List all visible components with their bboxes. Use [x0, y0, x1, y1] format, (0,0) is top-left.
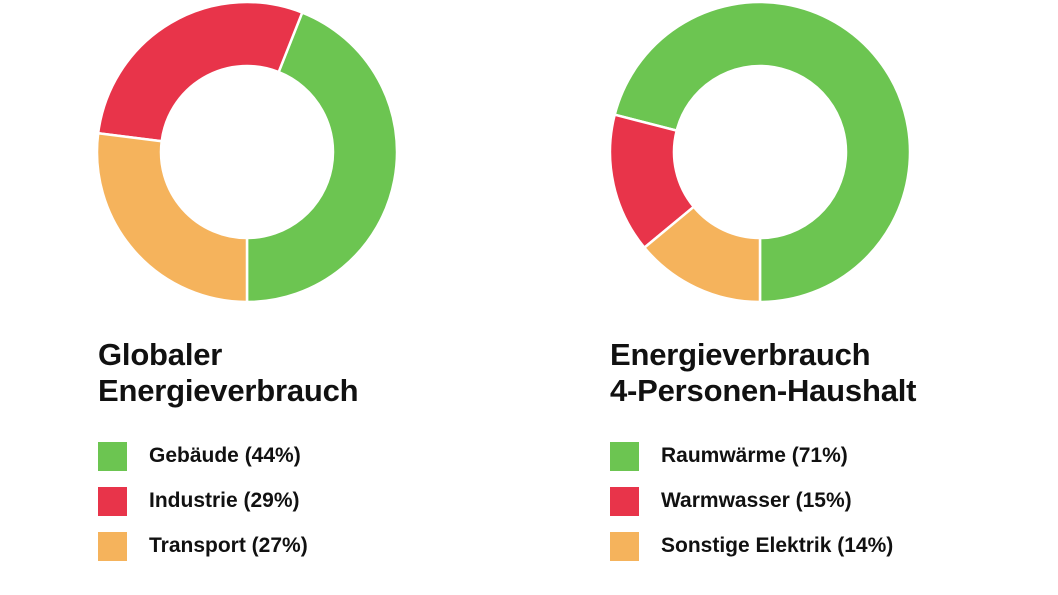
- legend-label: Industrie (29%): [149, 489, 300, 512]
- legend-swatch: [98, 486, 127, 516]
- legend-item: Gebäude (44%): [98, 441, 308, 471]
- donut-slice: [245, 11, 399, 304]
- chart-title-line: Energieverbrauch: [98, 373, 359, 408]
- legend-swatch: [610, 531, 639, 561]
- legend-swatch: [610, 441, 639, 471]
- legend-item: Industrie (29%): [98, 486, 308, 516]
- donut-chart-household: [608, 0, 912, 304]
- chart-panel-household: Energieverbrauch 4-Personen-Haushalt Rau…: [514, 0, 1014, 595]
- chart-title-global: Globaler Energieverbrauch: [98, 337, 359, 409]
- donut-slice: [613, 0, 912, 304]
- legend-label: Transport (27%): [149, 534, 308, 557]
- legend-label: Warmwasser (15%): [661, 489, 852, 512]
- legend-global: Gebäude (44%) Industrie (29%) Transport …: [98, 441, 308, 576]
- chart-title-line: 4-Personen-Haushalt: [610, 373, 917, 408]
- donut-slice: [95, 131, 249, 304]
- legend-label: Raumwärme (71%): [661, 444, 848, 467]
- chart-title-line: Globaler: [98, 337, 223, 372]
- legend-item: Sonstige Elektrik (14%): [610, 531, 893, 561]
- legend-label: Sonstige Elektrik (14%): [661, 534, 894, 557]
- legend-household: Raumwärme (71%) Warmwasser (15%) Sonstig…: [610, 441, 893, 576]
- chart-title-line: Energieverbrauch: [610, 337, 871, 372]
- legend-item: Warmwasser (15%): [610, 486, 893, 516]
- legend-swatch: [98, 531, 127, 561]
- chart-panel-global: Globaler Energieverbrauch Gebäude (44%) …: [0, 0, 500, 595]
- donut-chart-global: [95, 0, 399, 304]
- legend-swatch: [98, 441, 127, 471]
- legend-item: Transport (27%): [98, 531, 308, 561]
- donut-slice: [96, 0, 304, 143]
- chart-title-household: Energieverbrauch 4-Personen-Haushalt: [610, 337, 916, 409]
- legend-swatch: [610, 486, 639, 516]
- legend-item: Raumwärme (71%): [610, 441, 893, 471]
- donut-slice: [643, 205, 762, 304]
- legend-label: Gebäude (44%): [149, 444, 301, 467]
